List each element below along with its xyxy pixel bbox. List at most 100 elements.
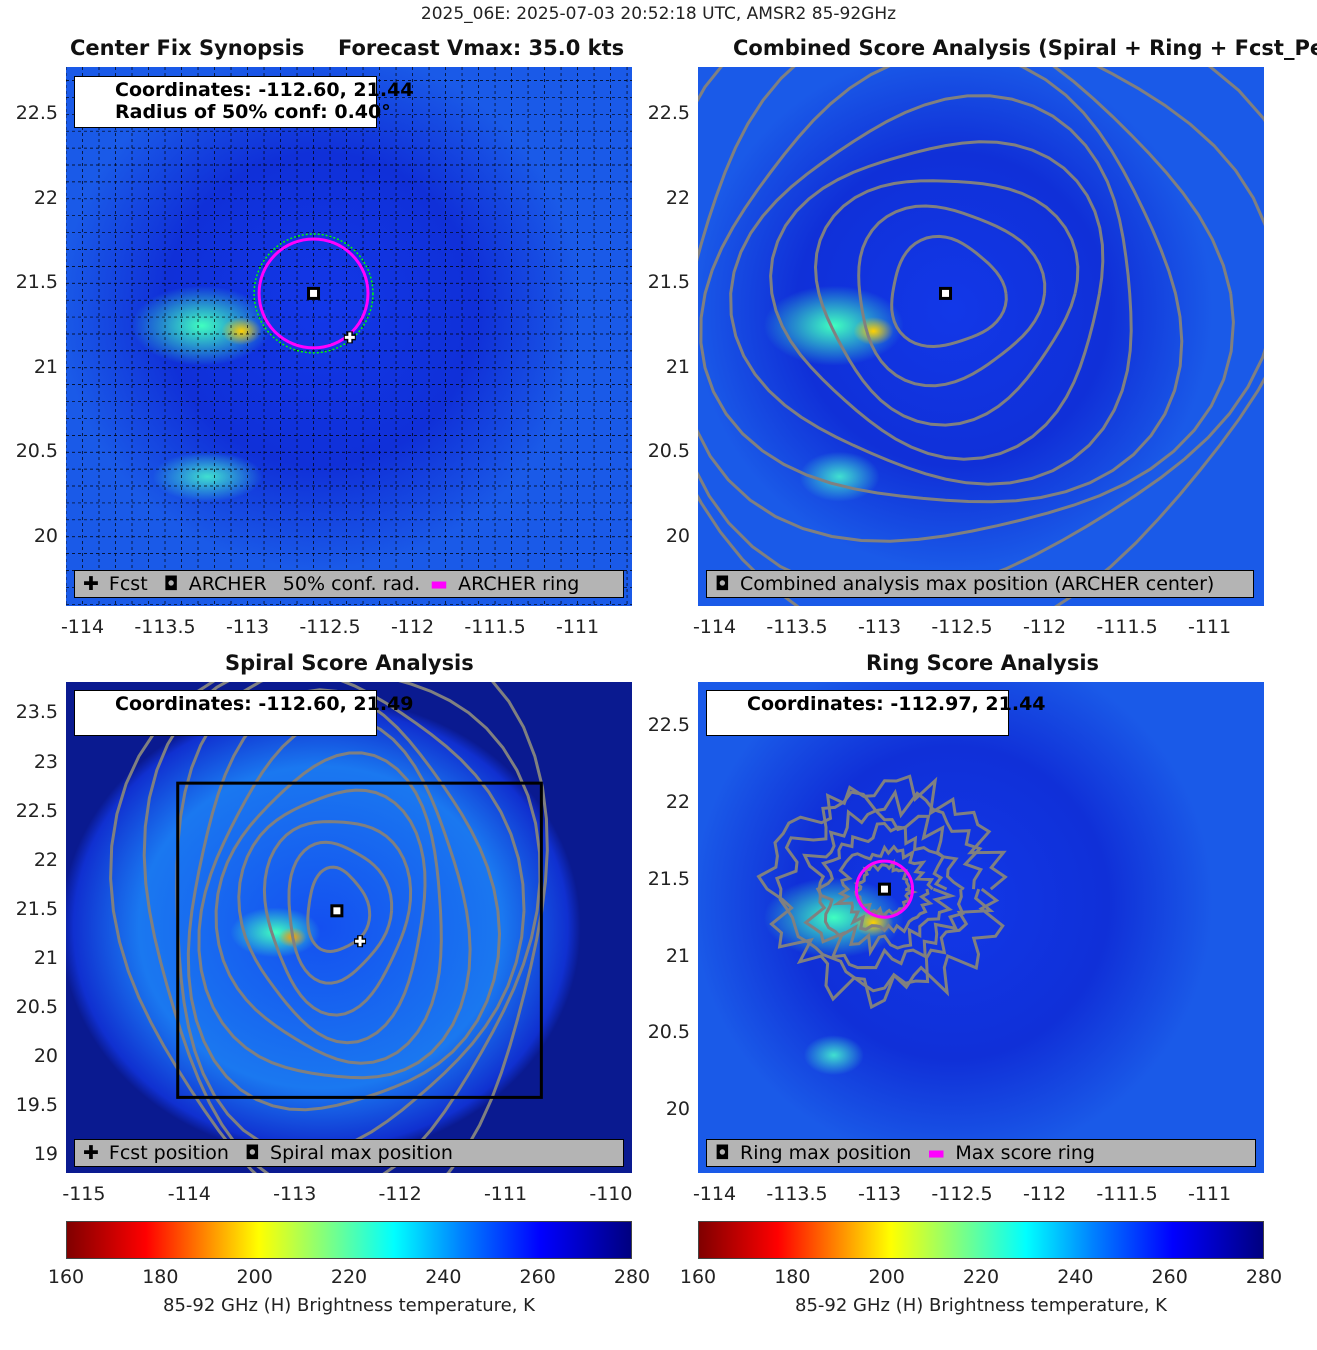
legend-combined: Combined analysis max position (ARCHER c… (740, 573, 1215, 595)
legend-archer: ARCHER (188, 573, 267, 595)
y-tick-label: 20.5 (15, 440, 58, 463)
square-marker-icon: ◘ (715, 1142, 731, 1164)
colorbar-tick-label: 280 (1245, 1266, 1283, 1288)
y-tick-label: 20.5 (15, 996, 58, 1019)
p1-radius: Radius of 50% conf: 0.40° (115, 101, 391, 123)
x-tick-label: -111.5 (1096, 1183, 1158, 1205)
contour-line (287, 840, 394, 985)
x-tick-label: -112.5 (299, 616, 361, 638)
y-tick-label: 22.5 (647, 714, 690, 737)
magenta-line-icon: ▬ (927, 1142, 946, 1164)
contour-line (237, 788, 427, 1045)
contour-line (853, 858, 918, 917)
y-tick-label: 20.5 (647, 1021, 690, 1044)
p3-legend: ✚ Fcst position ◘ Spiral max position (74, 1139, 624, 1167)
colorbar-tick-label: 200 (868, 1266, 905, 1288)
y-tick-label: 21 (665, 355, 690, 378)
x-tick-label: -112 (390, 616, 435, 638)
y-tick-label: 19 (33, 1143, 58, 1166)
x-tick-label: -112 (378, 1183, 422, 1205)
contour-line (802, 808, 965, 970)
contour-line (109, 682, 549, 1173)
y-tick-label: 20 (665, 1098, 690, 1121)
x-tick-label: -112.5 (931, 1183, 993, 1205)
x-tick-label: -113 (225, 616, 270, 638)
x-tick-label: -111.5 (1096, 616, 1158, 638)
colorbar-right (698, 1221, 1264, 1259)
colorbar-tick-label: 240 (425, 1266, 462, 1288)
search-box (176, 781, 543, 1099)
square-marker-icon: ◘ (715, 573, 731, 595)
x-tick-label: -114 (167, 1183, 211, 1205)
square-marker-icon: ◘ (245, 1142, 261, 1164)
contour-line (142, 682, 542, 1173)
legend-spiral: Spiral max position (270, 1142, 453, 1164)
x-tick-label: -111.5 (464, 616, 526, 638)
x-tick-label: -112 (1022, 1183, 1067, 1205)
figure-title: 2025_06E: 2025-07-03 20:52:18 UTC, AMSR2… (420, 4, 897, 24)
x-tick-label: -112.5 (931, 616, 993, 638)
x-tick-label: -112 (1022, 616, 1067, 638)
y-tick-label: 20.5 (647, 440, 690, 463)
x-tick-label: -114 (692, 616, 737, 638)
legend-max-ring: Max score ring (955, 1142, 1095, 1164)
archer-center-marker (939, 286, 953, 300)
x-tick-label: -113 (857, 616, 902, 638)
archer-ring (257, 237, 370, 350)
p3-info-box: Coordinates: -112.60, 21.49 (74, 690, 414, 736)
contour-line (890, 234, 1008, 349)
colorbar-label-left: 85-92 GHz (H) Brightness temperature, K (163, 1295, 535, 1316)
y-tick-label: 23.5 (15, 701, 58, 724)
colorbar-tick-label: 240 (1057, 1266, 1094, 1288)
square-marker-icon: ◘ (163, 573, 179, 595)
y-tick-label: 20 (33, 1045, 58, 1068)
contour-line (698, 67, 1264, 606)
contour-line (756, 774, 1008, 1010)
forecast-marker-inner (355, 936, 366, 947)
y-tick-label: 23 (33, 750, 58, 773)
legend-conf: 50% conf. rad. (282, 573, 421, 595)
colorbar-tick-label: 260 (519, 1266, 556, 1288)
x-tick-label: -111 (1187, 1183, 1232, 1205)
y-tick-label: 22.5 (15, 102, 58, 125)
p3-coordinates: Coordinates: -112.60, 21.49 (115, 693, 414, 715)
contour-line (774, 788, 995, 993)
spiral-score-plot (66, 682, 632, 1173)
colorbar-tick-label: 180 (774, 1266, 811, 1288)
p3-title: Spiral Score Analysis (225, 651, 474, 675)
y-tick-label: 22.5 (15, 799, 58, 822)
archer-center-marker (877, 882, 891, 896)
x-tick-label: -113.5 (766, 616, 828, 638)
legend-fcst: Fcst position (108, 1142, 229, 1164)
colorbar-label-right: 85-92 GHz (H) Brightness temperature, K (795, 1295, 1167, 1316)
y-tick-label: 20 (665, 524, 690, 547)
contour-line (214, 751, 443, 1065)
contour-line (699, 67, 1184, 504)
x-tick-label: -110 (589, 1183, 633, 1205)
y-tick-label: 19.5 (15, 1094, 58, 1117)
x-tick-label: -113 (273, 1183, 317, 1205)
p4-coordinates: Coordinates: -112.97, 21.44 (747, 693, 1046, 715)
p1-vmax: Forecast Vmax: 35.0 kts (338, 36, 625, 60)
archer-center-marker (307, 286, 321, 300)
contour-line (813, 179, 1080, 427)
x-tick-label: -114 (692, 1183, 737, 1205)
p2-legend: ◘ Combined analysis max position (ARCHER … (706, 570, 1254, 598)
contour-line (857, 204, 1047, 388)
y-tick-label: 21.5 (647, 867, 690, 890)
colorbar-tick-label: 280 (613, 1266, 651, 1288)
p4-overlay (756, 774, 1008, 1010)
p4-title: Ring Score Analysis (866, 651, 1100, 675)
y-tick-label: 21.5 (647, 271, 690, 294)
colorbar-left (66, 1221, 632, 1259)
plus-icon: ✚ (83, 573, 99, 595)
p1-overlay (66, 67, 632, 606)
colorbar-tick-label: 160 (679, 1266, 717, 1288)
y-tick-label: 21 (33, 355, 58, 378)
contour-line (729, 94, 1133, 486)
legend-fcst: Fcst (108, 573, 148, 595)
p1-coordinates: Coordinates: -112.60, 21.44 (115, 79, 414, 101)
contour-line (197, 716, 472, 1080)
legend-ring: ARCHER ring (458, 573, 580, 595)
p1-title: Center Fix Synopsis (70, 36, 305, 60)
